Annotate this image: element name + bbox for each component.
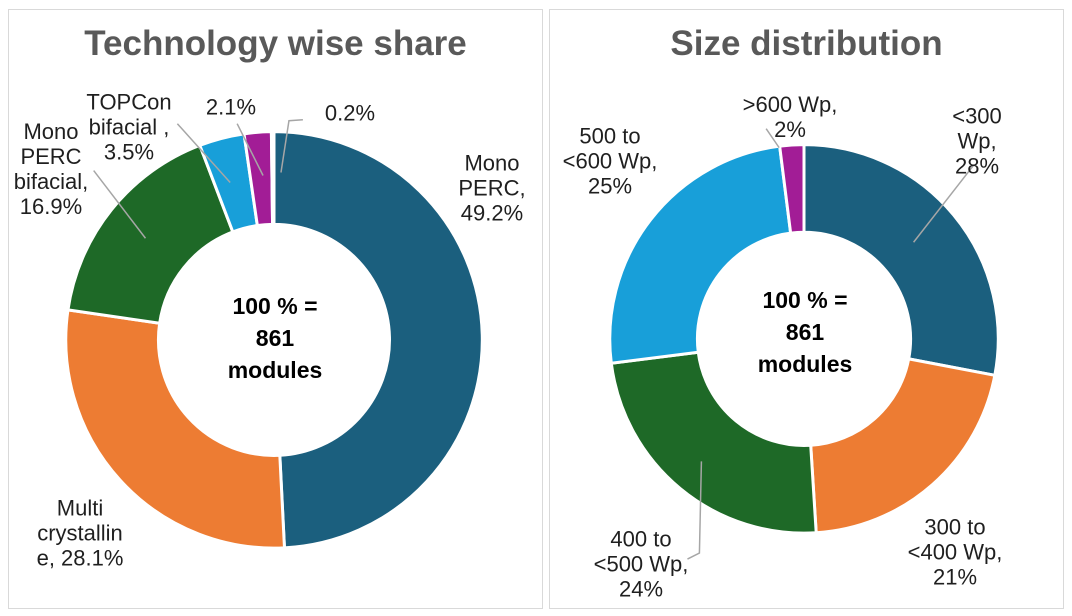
data-label-multi-crystallin-e-28-1: Multi crystallin e, 28.1% [36, 495, 124, 571]
data-label-300-to-400-wp-21: 300 to <400 Wp, 21% [907, 514, 1003, 590]
data-label-500-to-600-wp-25: 500 to <600 Wp, 25% [562, 123, 658, 199]
data-label-0-2: 0.2% [324, 100, 376, 126]
donut-chart-technology-share [64, 118, 484, 550]
label-leader-line [236, 123, 264, 176]
donut-slice-300-wp [802, 143, 1000, 377]
donut-slice-500-to-600-wp [608, 144, 793, 365]
label-leader-line [687, 461, 703, 560]
data-label-600-wp-2: >600 Wp, 2% [742, 92, 838, 142]
data-label-mono-perc-49-2: Mono PERC, 49.2% [458, 150, 526, 226]
donut-slice-mono-perc-bifacial [66, 143, 235, 325]
label-leader-line [280, 118, 303, 173]
donut-center-label: 100 % = 861 modules [757, 287, 853, 377]
data-label-300-wp-28: <300 Wp, 28% [952, 103, 1002, 179]
donut-slice-pct-0.2 [269, 130, 276, 226]
donut-slice-400-to-500-wp [609, 350, 818, 535]
chart-title-size-distribution: Size distribution [670, 24, 943, 63]
data-label-2-1: 2.1% [205, 94, 257, 120]
label-leader-line [765, 128, 780, 149]
label-leader-line [93, 170, 147, 239]
donut-slice-mono-perc [272, 130, 484, 550]
donut-slice-600-wp [778, 143, 806, 235]
donut-slice-multi-crystalline [64, 308, 286, 550]
data-label-topcon-bifacial-3-5: TOPCon bifacial , 3.5% [86, 89, 172, 165]
chart-panel-size-distribution: Size distribution <300 Wp, 28% 300 to <40… [549, 9, 1064, 609]
chart-panel-technology-share: Technology wise share Mono PERC, 49.2% Mu… [8, 9, 543, 609]
donut-slice-300-to-400-wp [809, 357, 997, 535]
label-leader-line [176, 123, 231, 183]
donut-chart-size-distribution [608, 128, 1000, 560]
data-label-400-to-500-wp-24: 400 to <500 Wp, 24% [593, 526, 689, 602]
data-label-mono-perc-bifacial-16-9: Mono PERC bifacial, 16.9% [13, 119, 89, 219]
label-leader-line [912, 165, 974, 243]
donut-center-label: 100 % = 861 modules [227, 293, 323, 383]
chart-title-technology-share: Technology wise share [84, 24, 467, 63]
